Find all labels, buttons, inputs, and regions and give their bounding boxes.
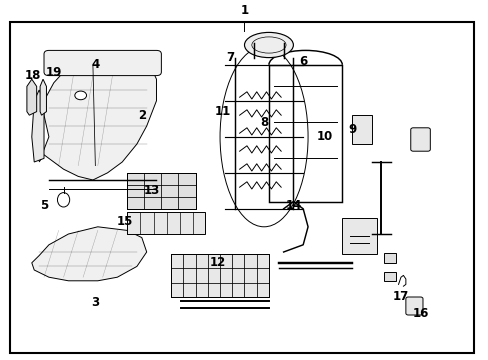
Polygon shape xyxy=(27,79,37,115)
Bar xyxy=(383,253,395,263)
Text: 2: 2 xyxy=(138,109,145,122)
Text: 19: 19 xyxy=(45,66,62,78)
Text: 18: 18 xyxy=(25,69,41,82)
Bar xyxy=(351,115,371,144)
Circle shape xyxy=(75,91,86,100)
Text: 5: 5 xyxy=(40,199,48,212)
Bar xyxy=(383,272,395,281)
Text: 1: 1 xyxy=(240,4,248,17)
Polygon shape xyxy=(32,227,146,281)
Ellipse shape xyxy=(58,193,69,207)
Bar xyxy=(268,65,342,202)
Text: 6: 6 xyxy=(299,55,306,68)
Text: 4: 4 xyxy=(91,58,99,71)
Text: 8: 8 xyxy=(260,116,267,129)
Text: 13: 13 xyxy=(143,184,160,197)
Bar xyxy=(127,212,205,234)
Polygon shape xyxy=(32,90,44,162)
Text: 10: 10 xyxy=(316,130,333,143)
Bar xyxy=(171,254,268,297)
Text: 14: 14 xyxy=(285,199,301,212)
Text: 11: 11 xyxy=(214,105,230,118)
Text: 3: 3 xyxy=(91,296,99,309)
Text: 15: 15 xyxy=(116,215,133,228)
FancyBboxPatch shape xyxy=(44,50,161,76)
Bar xyxy=(127,173,195,209)
Text: 16: 16 xyxy=(411,307,428,320)
Polygon shape xyxy=(39,58,156,180)
FancyBboxPatch shape xyxy=(410,128,429,151)
Bar xyxy=(342,218,376,254)
FancyBboxPatch shape xyxy=(405,297,422,315)
Ellipse shape xyxy=(244,32,293,58)
Text: 17: 17 xyxy=(392,291,408,303)
Text: 7: 7 xyxy=(225,51,233,64)
Polygon shape xyxy=(40,79,46,115)
Text: 12: 12 xyxy=(209,256,225,269)
Text: 9: 9 xyxy=(347,123,355,136)
